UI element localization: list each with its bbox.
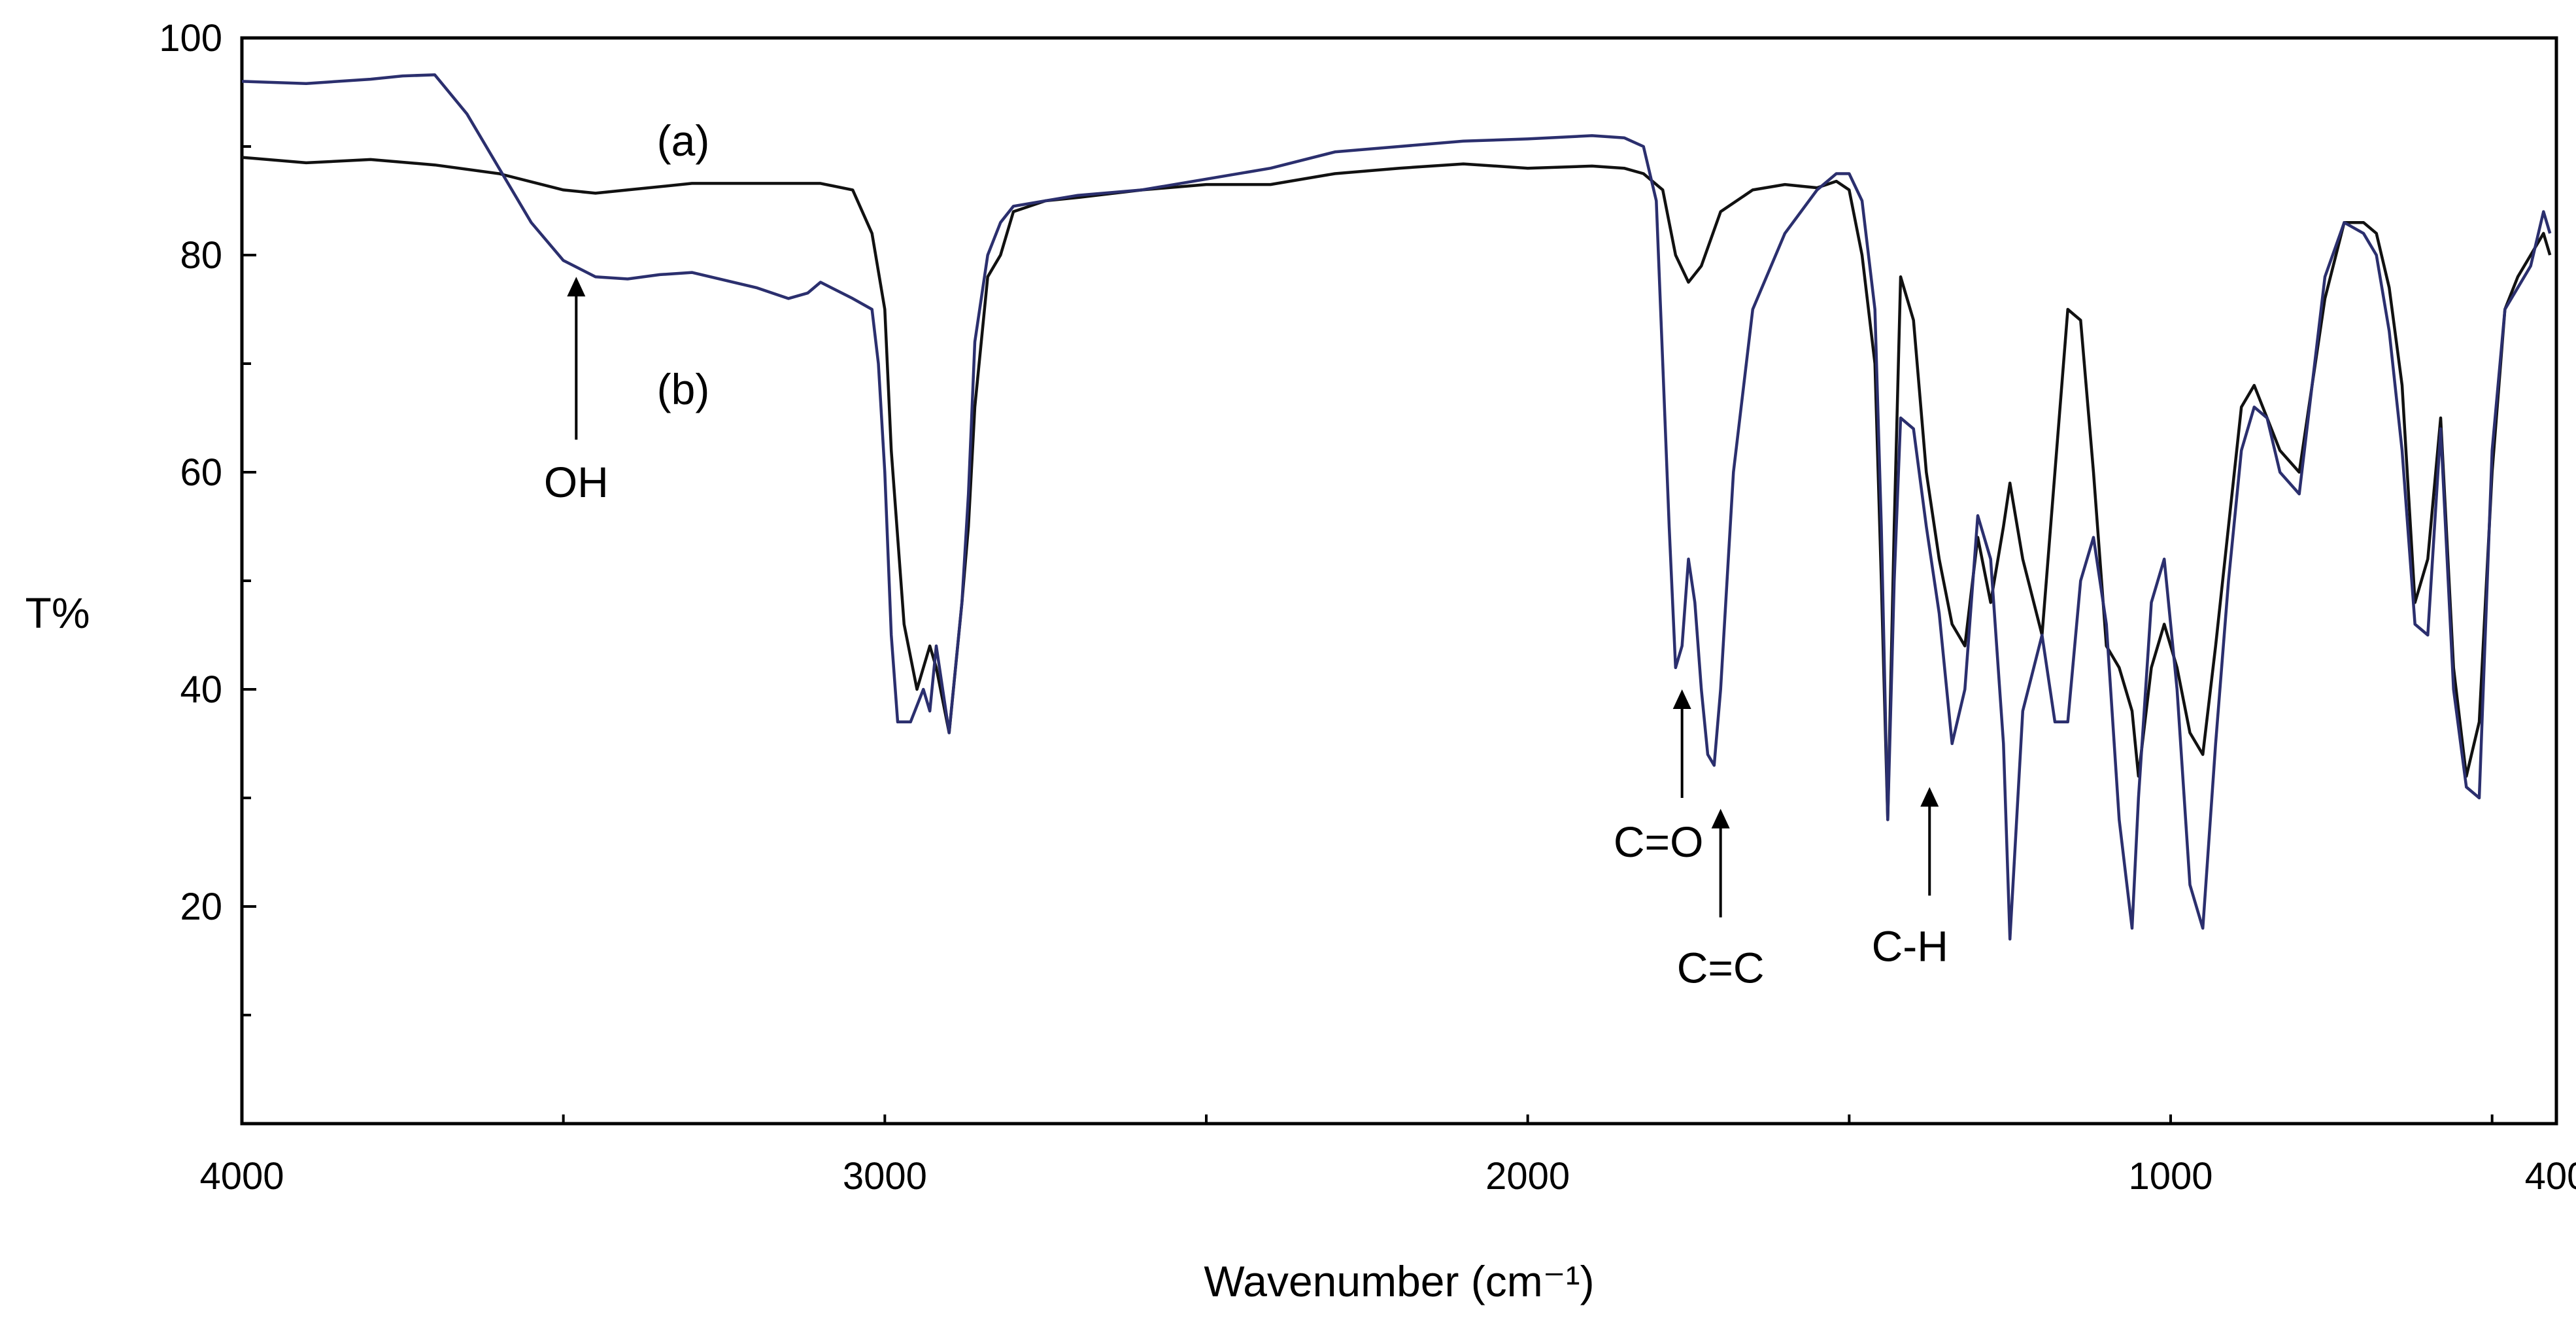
annotation-arrow-head xyxy=(1920,787,1939,807)
series-label-b: (b) xyxy=(657,365,710,413)
annotation-label: OH xyxy=(544,458,609,506)
annotation-label: C-H xyxy=(1872,922,1948,970)
annotation-arrow-head xyxy=(567,277,586,297)
y-axis-ticks: 20 40 60 80 100 xyxy=(159,17,256,1016)
annotation-label: C=O xyxy=(1614,818,1704,866)
annotation-layer: OH C=O C=C C-H xyxy=(544,277,1948,992)
x-tick-label: 4000 xyxy=(199,1155,284,1198)
y-tick-label: 100 xyxy=(159,17,222,60)
y-tick-label: 20 xyxy=(180,886,222,928)
series-line-b xyxy=(241,73,2552,941)
y-axis-title: T% xyxy=(25,589,90,637)
y-tick-label: 40 xyxy=(180,668,222,711)
x-axis-ticks: 4000 3000 2000 1000 400 xyxy=(199,1114,2576,1198)
series-layer: (a) (b) xyxy=(241,73,2552,941)
series-label-a: (a) xyxy=(657,116,710,165)
annotation-arrow-head xyxy=(1711,808,1730,829)
x-tick-label: 1000 xyxy=(2128,1155,2212,1198)
x-axis-title: Wavenumber (cm⁻¹) xyxy=(1204,1257,1594,1305)
x-tick-label: 2000 xyxy=(1485,1155,1570,1198)
annotation-label: C=C xyxy=(1677,944,1765,992)
x-tick-label: 3000 xyxy=(843,1155,927,1198)
y-tick-label: 80 xyxy=(180,234,222,277)
plot-area-frame xyxy=(240,36,2558,1126)
y-tick-label: 60 xyxy=(180,451,222,494)
annotation-arrow-head xyxy=(1672,689,1691,709)
x-tick-label: 400 xyxy=(2525,1155,2576,1198)
